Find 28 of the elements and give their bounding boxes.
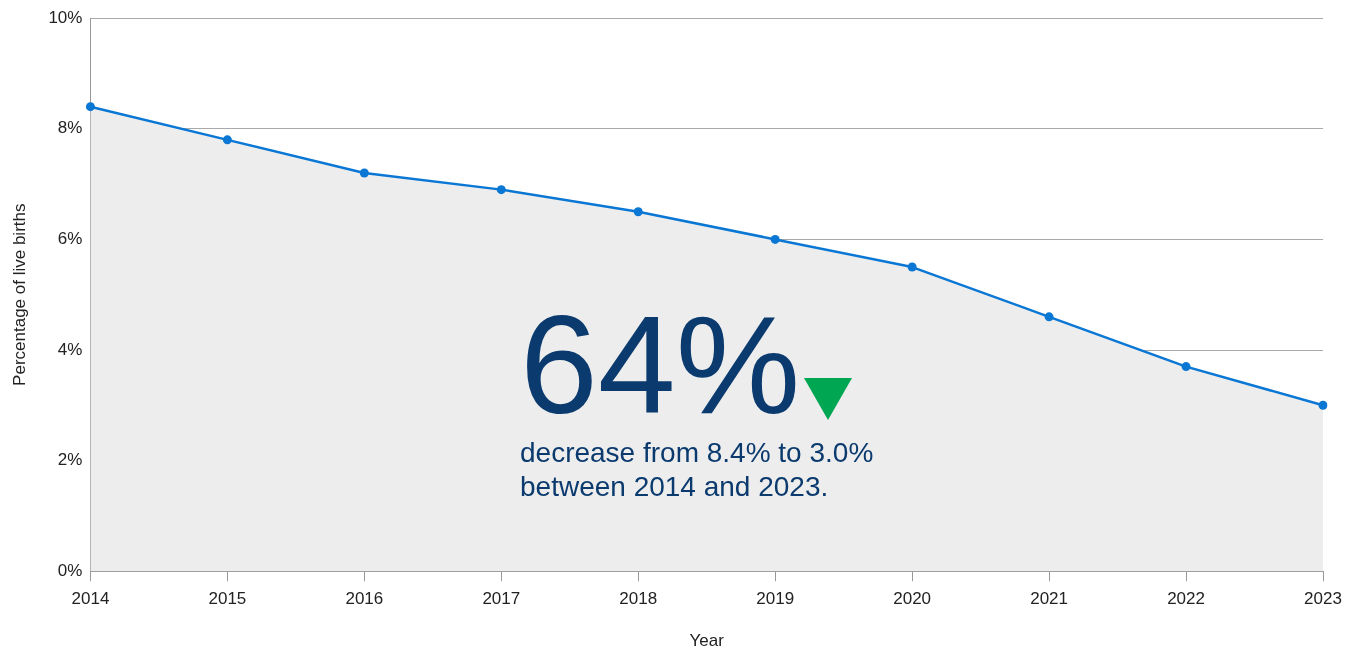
x-tick-label: 2015	[208, 589, 247, 609]
x-tick-label: 2017	[482, 589, 521, 609]
point	[907, 262, 917, 272]
x-tick-label: 2021	[1030, 589, 1069, 609]
y-tick-label: 6%	[57, 229, 83, 249]
point	[1044, 312, 1054, 322]
point	[1181, 362, 1191, 372]
x-tick-label: 2020	[893, 589, 932, 609]
y-tick-label: 2%	[57, 450, 83, 470]
y-tick-label: 0%	[57, 560, 83, 580]
x-tick-label: 2022	[1167, 589, 1205, 609]
x-tick-label: 2019	[756, 589, 795, 609]
point	[770, 234, 780, 244]
y-tick-label: 4%	[57, 339, 83, 359]
y-tick-label: 8%	[57, 118, 83, 138]
point	[222, 135, 232, 145]
y-axis-title: Percentage of live births	[9, 203, 29, 386]
point	[633, 207, 643, 217]
x-tick-label: 2023	[1304, 589, 1342, 609]
point	[359, 168, 369, 178]
y-tick-label: 10%	[48, 7, 83, 27]
point	[85, 102, 95, 112]
point	[496, 185, 506, 195]
point	[1318, 400, 1328, 410]
x-tick-label: 2018	[619, 589, 658, 609]
x-axis-title: Year	[689, 631, 725, 651]
x-tick-label: 2014	[71, 589, 110, 609]
x-tick-label: 2016	[345, 589, 384, 609]
